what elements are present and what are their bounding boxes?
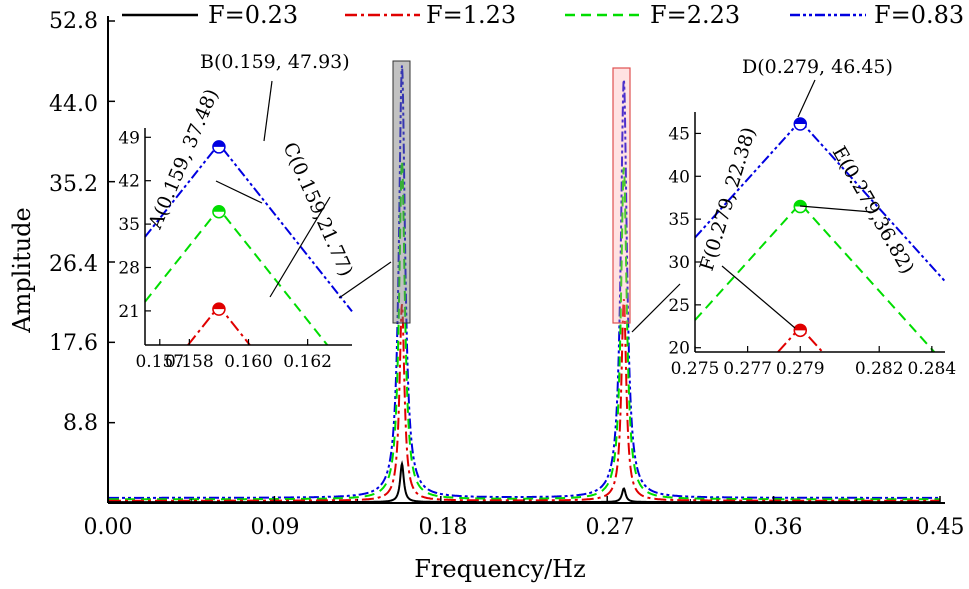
inset-right-markers	[793, 117, 808, 338]
annotation-b: B(0.159, 47.93)	[200, 51, 350, 73]
inset-y-tick-label: 42	[118, 172, 140, 192]
inset-x-tick-label: 0.279	[776, 359, 825, 379]
legend-label-f083: F=0.83	[874, 1, 964, 29]
x-tick-label-4: 0.36	[754, 515, 803, 540]
x-tick-label-1: 0.09	[251, 515, 300, 540]
arrow-e	[799, 205, 873, 213]
x-tick-label-0: 0.00	[84, 515, 133, 540]
inset-right: 0.275 0.277 0.279 0.282 0.284 20 25 30 35 40 45	[665, 108, 956, 379]
inset-y-tick-label: 20	[668, 339, 690, 359]
arrow-a	[215, 180, 263, 204]
inset-y-tick-label: 45	[668, 124, 690, 144]
x-tick-marks	[107, 496, 941, 503]
y-tick-label-0: 8.8	[63, 411, 98, 436]
arrow-f	[721, 265, 796, 329]
peak-marker-fill	[794, 200, 807, 207]
inset-series-f083	[144, 142, 353, 312]
inset-x-tick-label: 0.158	[165, 352, 214, 372]
inset-x-tick-label: 0.160	[224, 352, 273, 372]
arrow-b	[263, 80, 273, 142]
peak-marker-fill	[212, 303, 225, 310]
x-tick-label-2: 0.18	[419, 515, 468, 540]
series-line-f083	[109, 65, 940, 499]
inset-x-tick-label: 0.162	[283, 352, 332, 372]
inset-y-tick-label: 21	[118, 302, 140, 322]
peak-marker-f123	[212, 302, 226, 316]
peak-marker-f123	[793, 323, 808, 338]
arrow-zoom-right	[631, 283, 681, 333]
inset-x-tick-label: 0.157	[135, 352, 184, 372]
y-tick-label-4: 44.0	[49, 92, 98, 117]
peak-marker-fill	[212, 205, 225, 212]
peak-marker-f083	[212, 140, 226, 154]
inset-left-tick-marks	[145, 136, 309, 345]
x-axis-label: Frequency/Hz	[414, 555, 585, 583]
inset-series-f223	[694, 202, 936, 353]
peak-marker-fill	[794, 118, 807, 124]
inset-y-tick-label: 35	[668, 210, 690, 230]
inset-x-tick-label: 0.284	[908, 359, 957, 379]
inset-right-tick-marks	[694, 132, 933, 352]
zoom-box-right	[612, 67, 631, 324]
series-line-f223	[109, 160, 940, 501]
inset-right-tick-labels: 0.275 0.277 0.279 0.282 0.284 20 25 30 35 40 45	[668, 124, 956, 379]
peak-marker-fill	[794, 324, 807, 331]
inset-y-tick-label: 28	[118, 259, 140, 279]
annotation-d: D(0.279, 46.45)	[742, 56, 893, 78]
inset-y-tick-label: 25	[668, 296, 690, 316]
y-axis-label: Amplitude	[8, 207, 36, 333]
y-tick-label-3: 35.2	[49, 172, 98, 197]
peak-marker-f223	[793, 199, 808, 214]
legend: F=0.23 F=1.23 F=2.23 F=0.83	[122, 1, 964, 29]
inset-x-tick-label: 0.277	[723, 359, 772, 379]
arrow-zoom-left	[338, 261, 392, 299]
y-tick-label-5: 52.8	[49, 9, 98, 34]
zoom-box-left	[392, 60, 411, 324]
peak-marker-fill	[212, 140, 225, 147]
series-line-f023	[109, 460, 940, 504]
inset-x-tick-label: 0.275	[671, 359, 720, 379]
legend-label-f223: F=2.23	[650, 1, 740, 29]
inset-y-tick-label: 30	[668, 253, 690, 273]
arrow-d	[797, 79, 816, 118]
legend-label-f023: F=0.23	[208, 1, 298, 29]
inset-y-tick-label: 35	[118, 215, 140, 235]
legend-label-f123: F=1.23	[426, 1, 516, 29]
inset-x-tick-label: 0.282	[855, 359, 904, 379]
inset-left-markers	[212, 140, 226, 316]
x-tick-label-3: 0.27	[586, 515, 635, 540]
arrow-c	[269, 196, 331, 298]
x-tick-label-5: 0.45	[916, 515, 965, 540]
peak-marker-f083	[793, 117, 808, 131]
y-tick-label-1: 17.6	[49, 331, 98, 356]
y-tick-marks	[108, 20, 115, 424]
main-plot: 0.00 0.09 0.18 0.27 0.36 0.45 8.8 17.6 2…	[8, 9, 964, 583]
peak-marker-f223	[212, 204, 226, 219]
inset-y-tick-label: 49	[118, 128, 140, 148]
y-tick-label-2: 26.4	[49, 252, 98, 277]
inset-y-tick-label: 40	[668, 167, 690, 187]
